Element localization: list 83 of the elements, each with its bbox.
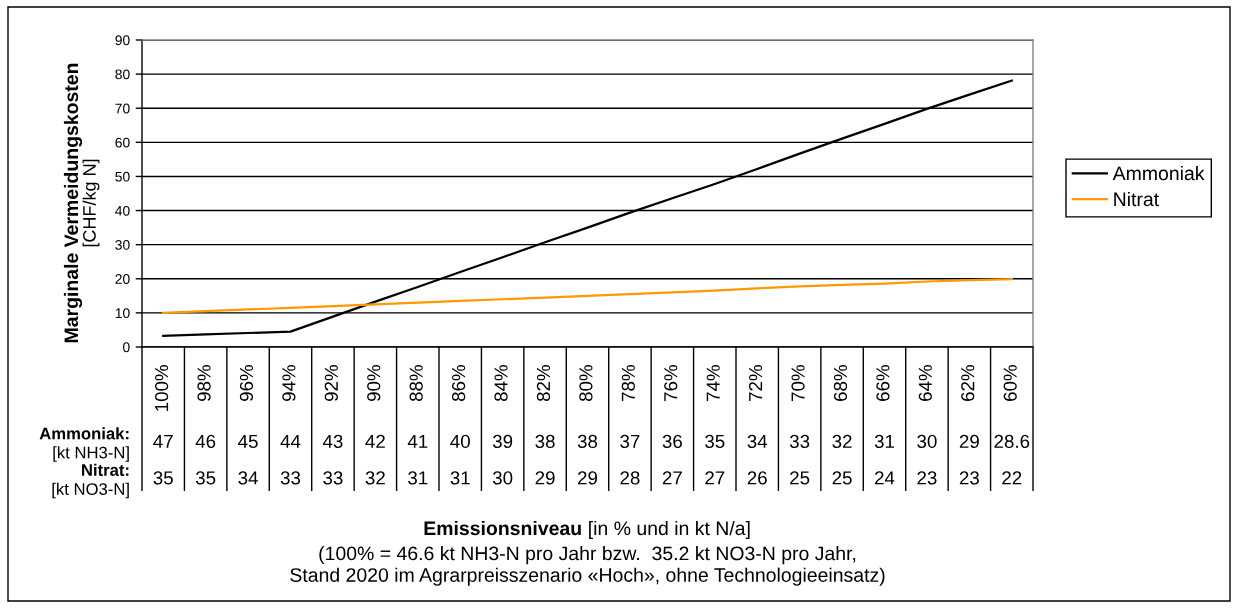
legend-label: Nitrat	[1114, 191, 1159, 207]
x-tick-label: 76%	[664, 365, 678, 401]
x-tick-label: 98%	[197, 365, 211, 402]
text: 27	[662, 471, 682, 485]
text: 31	[874, 434, 895, 449]
x-tick-label: 94%	[282, 365, 296, 402]
y-tick-label: 40	[115, 205, 130, 216]
text: 42	[365, 434, 385, 448]
text: Nitrat:	[82, 463, 129, 476]
text: 37	[620, 434, 640, 449]
text: 23	[917, 471, 937, 485]
text: 35	[153, 471, 173, 485]
text: 40	[450, 434, 470, 449]
text: Emissionsniveau [in % und in kt N/a]	[424, 520, 750, 540]
y-axis-title: Marginale Vermeidungskosten [CHF/kg N]	[63, 63, 100, 343]
text: 29	[535, 471, 555, 485]
x-tick-label: 72%	[748, 365, 763, 401]
x-tick-label: 84%	[494, 365, 508, 402]
text: 32	[832, 434, 852, 449]
text: 28.6	[994, 434, 1030, 449]
text: 39	[492, 434, 513, 449]
y-tick-label: 90	[115, 35, 130, 46]
text: [kt NO3-N]	[52, 482, 129, 499]
text: 25	[832, 471, 852, 485]
text: 34	[747, 434, 768, 449]
text: 32	[365, 471, 385, 485]
x-tick-label: 66%	[876, 365, 890, 401]
x-tick-label: 88%	[409, 365, 423, 402]
x-tick-label: 74%	[706, 365, 720, 401]
x-tick-label: 64%	[918, 365, 932, 401]
text: 33	[789, 434, 810, 449]
text: 45	[238, 434, 258, 449]
y-tick-label: 60	[115, 137, 130, 148]
text: 38	[577, 434, 598, 449]
x-tick-label: 70%	[791, 365, 805, 401]
y-tick-label: 10	[115, 308, 130, 319]
x-tick-label: 90%	[367, 365, 381, 402]
text: 34	[238, 471, 258, 485]
text: Ammoniak:	[39, 427, 129, 440]
text: 36	[662, 434, 682, 449]
text: 47	[153, 434, 173, 448]
x-tick-label: 80%	[579, 365, 593, 402]
text: 29	[578, 471, 598, 485]
text: 33	[323, 471, 343, 485]
text: 22	[1002, 471, 1022, 485]
x-tick-label: 96%	[239, 365, 254, 402]
x-tick-label: 100%	[154, 365, 169, 411]
text: 28	[620, 471, 640, 485]
text: 30	[492, 471, 513, 485]
y-tick-label: 70	[115, 103, 130, 114]
text: 29	[959, 434, 979, 449]
legend-label: Ammoniak	[1112, 165, 1205, 181]
text: 35	[195, 471, 216, 485]
text: 38	[535, 434, 555, 449]
x-tick-label: 62%	[961, 365, 975, 401]
x-tick-label: 60%	[1003, 365, 1017, 401]
text: 27	[705, 471, 725, 485]
y-tick-label: 30	[115, 240, 130, 250]
x-tick-label: 68%	[833, 365, 848, 401]
y-tick-label: 20	[115, 274, 130, 284]
text: 44	[280, 434, 301, 448]
text: 26	[747, 471, 767, 485]
text: 25	[790, 471, 810, 485]
text: 31	[408, 471, 428, 485]
y-tick-label: 50	[115, 171, 130, 182]
x-tick-label: 92%	[324, 365, 338, 402]
x-tick-label: 78%	[621, 365, 635, 401]
line-series	[162, 278, 1013, 314]
text: 24	[875, 471, 895, 485]
y-tick-label: 0	[123, 342, 130, 353]
y-tick-label: 80	[115, 69, 130, 80]
text: 35	[705, 434, 725, 449]
text: 33	[280, 471, 301, 485]
text: 23	[959, 471, 979, 485]
x-tick-label: 86%	[451, 365, 466, 402]
text: 31	[450, 471, 470, 485]
x-tick-label: 82%	[536, 365, 551, 402]
text: 41	[407, 434, 428, 448]
text: (100% = 46.6 kt NH3-N pro Jahr bzw. 35.2 kt NO3-N pro Jahr, Stand 2020 im Agrarpreisszenario «Hoch», ohne Technologieeinsatz)	[290, 546, 885, 586]
text: [kt NH3-N]	[53, 446, 129, 462]
text: 43	[322, 434, 343, 449]
text: 30	[917, 434, 937, 449]
text: 46	[195, 434, 216, 449]
